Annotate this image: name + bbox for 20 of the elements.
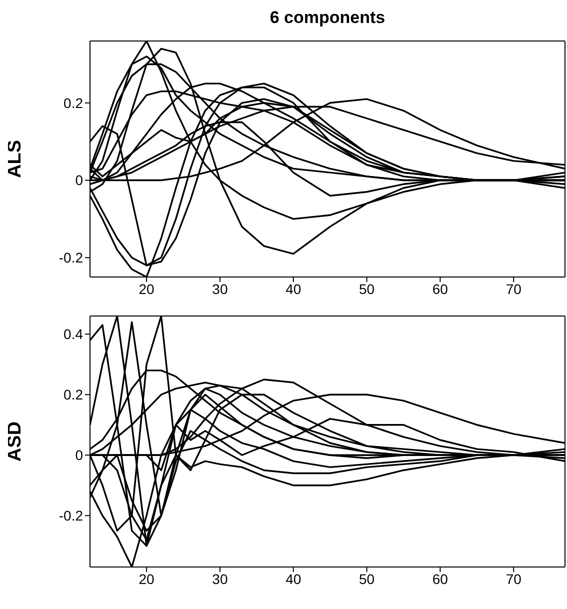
- x-tick-label: 50: [358, 570, 375, 587]
- x-tick-label: 50: [358, 280, 375, 297]
- y-tick-label: 0.2: [64, 94, 84, 111]
- x-tick-label: 20: [138, 280, 155, 297]
- x-tick-label: 20: [138, 570, 155, 587]
- y-tick-label: 0: [75, 172, 84, 188]
- y-tick-label: -0.2: [58, 250, 84, 266]
- x-tick-label: 40: [286, 280, 302, 297]
- y-tick-label: 0.2: [64, 386, 84, 403]
- x-tick-label: 30: [212, 570, 228, 587]
- chart-title: 6 components: [268, 8, 386, 29]
- x-tick-label: 70: [506, 280, 522, 297]
- x-tick-label: 60: [432, 570, 448, 587]
- x-tick-label: 60: [432, 280, 448, 297]
- x-tick-label: 40: [286, 570, 302, 587]
- y-tick-label: 0: [75, 447, 84, 464]
- x-tick-label: 70: [506, 570, 522, 587]
- x-tick-label: 30: [212, 280, 228, 297]
- y-tick-label: 0.4: [64, 326, 84, 342]
- y-tick-label: -0.2: [58, 508, 84, 524]
